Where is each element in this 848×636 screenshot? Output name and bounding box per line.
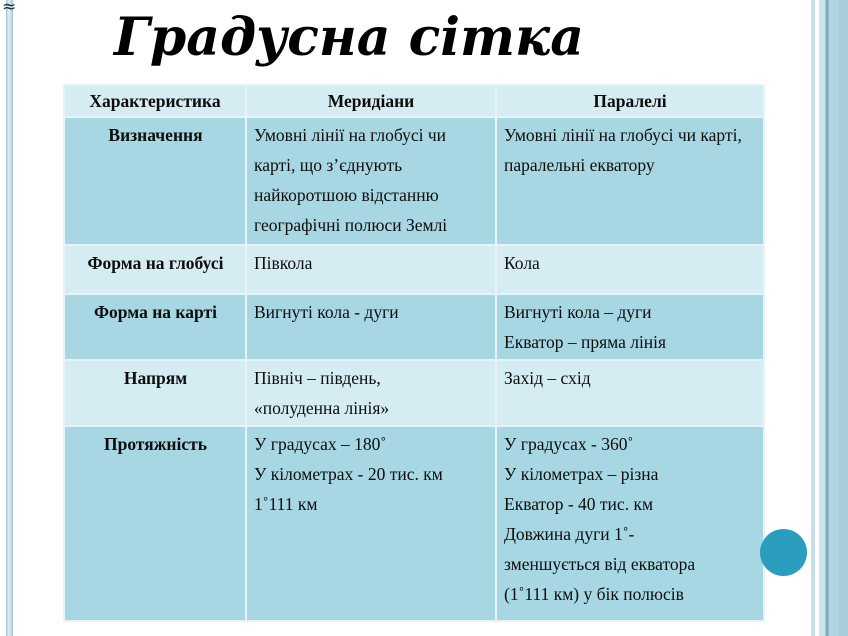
parallels-cell: Вигнуті кола – дуги Екватор – пряма ліні… bbox=[495, 293, 765, 361]
meridians-cell: Півкола bbox=[245, 244, 497, 295]
accent-circle bbox=[760, 529, 807, 576]
left-edge-stripe bbox=[6, 0, 13, 636]
table-row-definition: Визначення Умовні лінії на глобусі чи ка… bbox=[63, 116, 765, 246]
meridians-cell: У градусах – 180˚ У кілометрах - 20 тис.… bbox=[245, 425, 497, 622]
approx-symbol: ≈ bbox=[2, 0, 17, 17]
meridians-cell: Північ – південь, «полуденна лінія» bbox=[245, 359, 497, 427]
meridians-cell: Умовні лінії на глобусі чи карті, що з’є… bbox=[245, 116, 497, 246]
col-header-meridians: Меридіани bbox=[245, 84, 497, 118]
parallels-cell: Кола bbox=[495, 244, 765, 295]
table-row-map-shape: Форма на карті Вигнуті кола - дуги Вигну… bbox=[63, 293, 765, 361]
row-label: Протяжність bbox=[63, 425, 247, 622]
parallels-cell: У градусах - 360˚ У кілометрах – різна Е… bbox=[495, 425, 765, 622]
row-label: Форма на карті bbox=[63, 293, 247, 361]
table-row-extent: Протяжність У градусах – 180˚ У кілометр… bbox=[63, 425, 765, 622]
characteristics-table: Характеристика Меридіани Паралелі Визнач… bbox=[63, 84, 765, 622]
row-label: Визначення bbox=[63, 116, 247, 246]
table-header-row: Характеристика Меридіани Паралелі bbox=[63, 84, 765, 118]
table-row-globe-shape: Форма на глобусі Півкола Кола bbox=[63, 244, 765, 295]
page-title: Градусна сітка bbox=[114, 7, 584, 68]
parallels-cell: Умовні лінії на глобусі чи карті, парале… bbox=[495, 116, 765, 246]
row-label: Форма на глобусі bbox=[63, 244, 247, 295]
meridians-cell: Вигнуті кола - дуги bbox=[245, 293, 497, 361]
col-header-characteristic: Характеристика bbox=[63, 84, 247, 118]
right-thin-stripe bbox=[811, 0, 815, 636]
row-label: Напрям bbox=[63, 359, 247, 427]
right-edge-panel bbox=[819, 0, 848, 636]
parallels-cell: Захід – схід bbox=[495, 359, 765, 427]
table-row-direction: Напрям Північ – південь, «полуденна ліні… bbox=[63, 359, 765, 427]
col-header-parallels: Паралелі bbox=[495, 84, 765, 118]
